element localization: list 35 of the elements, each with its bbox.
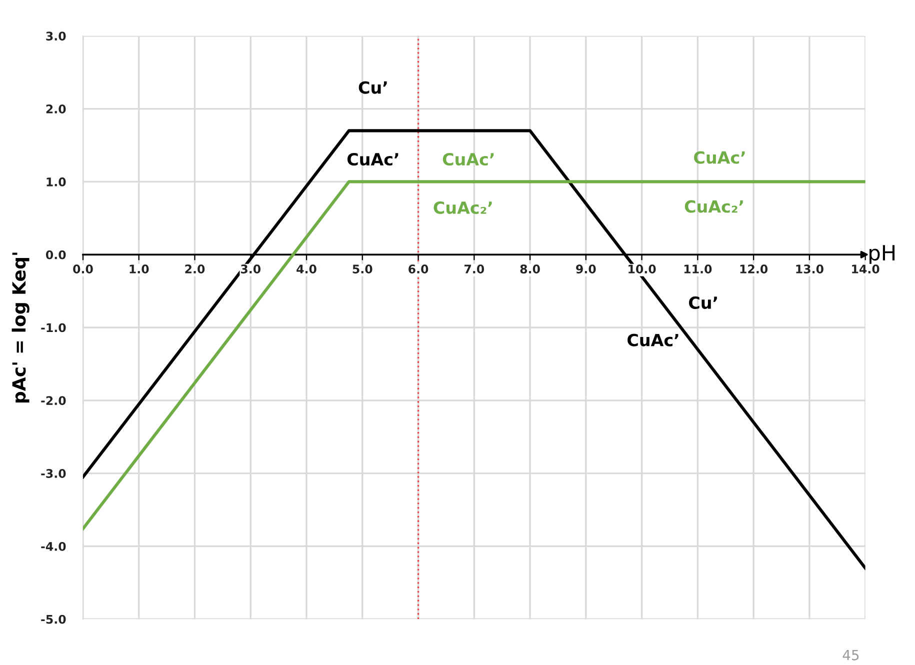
y-tick-label: 0.0 — [46, 250, 66, 260]
annotation: Cu’ — [688, 296, 717, 310]
y-tick-label: -5.0 — [41, 614, 66, 624]
y-tick-label: -1.0 — [41, 323, 66, 332]
y-tick-label: -2.0 — [41, 396, 66, 406]
y-tick-label: 3.0 — [46, 32, 66, 41]
y-tick-label: -3.0 — [41, 469, 66, 478]
annotation: CuAc₂’ — [684, 200, 743, 213]
x-tick-label: 0.0 — [73, 264, 93, 274]
x-tick-label: 14.0 — [852, 264, 880, 274]
text: 45 — [842, 650, 859, 660]
x-axis-title: pH — [870, 245, 895, 265]
y-axis-title: pAc' = log Keq' — [12, 252, 30, 402]
y-tick-label: -4.0 — [41, 542, 66, 551]
x-tick-label: 10.0 — [628, 264, 656, 274]
annotation: CuAc’ — [347, 152, 398, 166]
x-tick-label: 1.0 — [130, 264, 149, 274]
annotation: CuAc’ — [628, 334, 678, 346]
x-tick-label: 9.0 — [576, 264, 596, 274]
x-tick-label: 5.0 — [352, 264, 372, 274]
x-tick-label: 2.0 — [185, 264, 205, 274]
x-tick-label: 4.0 — [296, 264, 316, 274]
y-tick-label: 1.0 — [46, 177, 66, 186]
y-tick-label: 2.0 — [46, 104, 66, 114]
x-tick-label: 12.0 — [740, 264, 768, 274]
annotation: CuAc’ — [442, 152, 494, 166]
x-tick-label: 11.0 — [684, 264, 712, 274]
x-tick-label: 6.0 — [408, 264, 428, 274]
annotation: Cu’ — [358, 81, 387, 94]
x-tick-label: 8.0 — [520, 264, 540, 274]
x-tick-label: 13.0 — [796, 264, 824, 274]
x-tick-label: 7.0 — [464, 264, 484, 274]
annotation: CuAc’ — [694, 151, 745, 164]
annotation: CuAc₂’ — [434, 201, 492, 214]
x-tick-label: 3.0 — [240, 264, 261, 274]
